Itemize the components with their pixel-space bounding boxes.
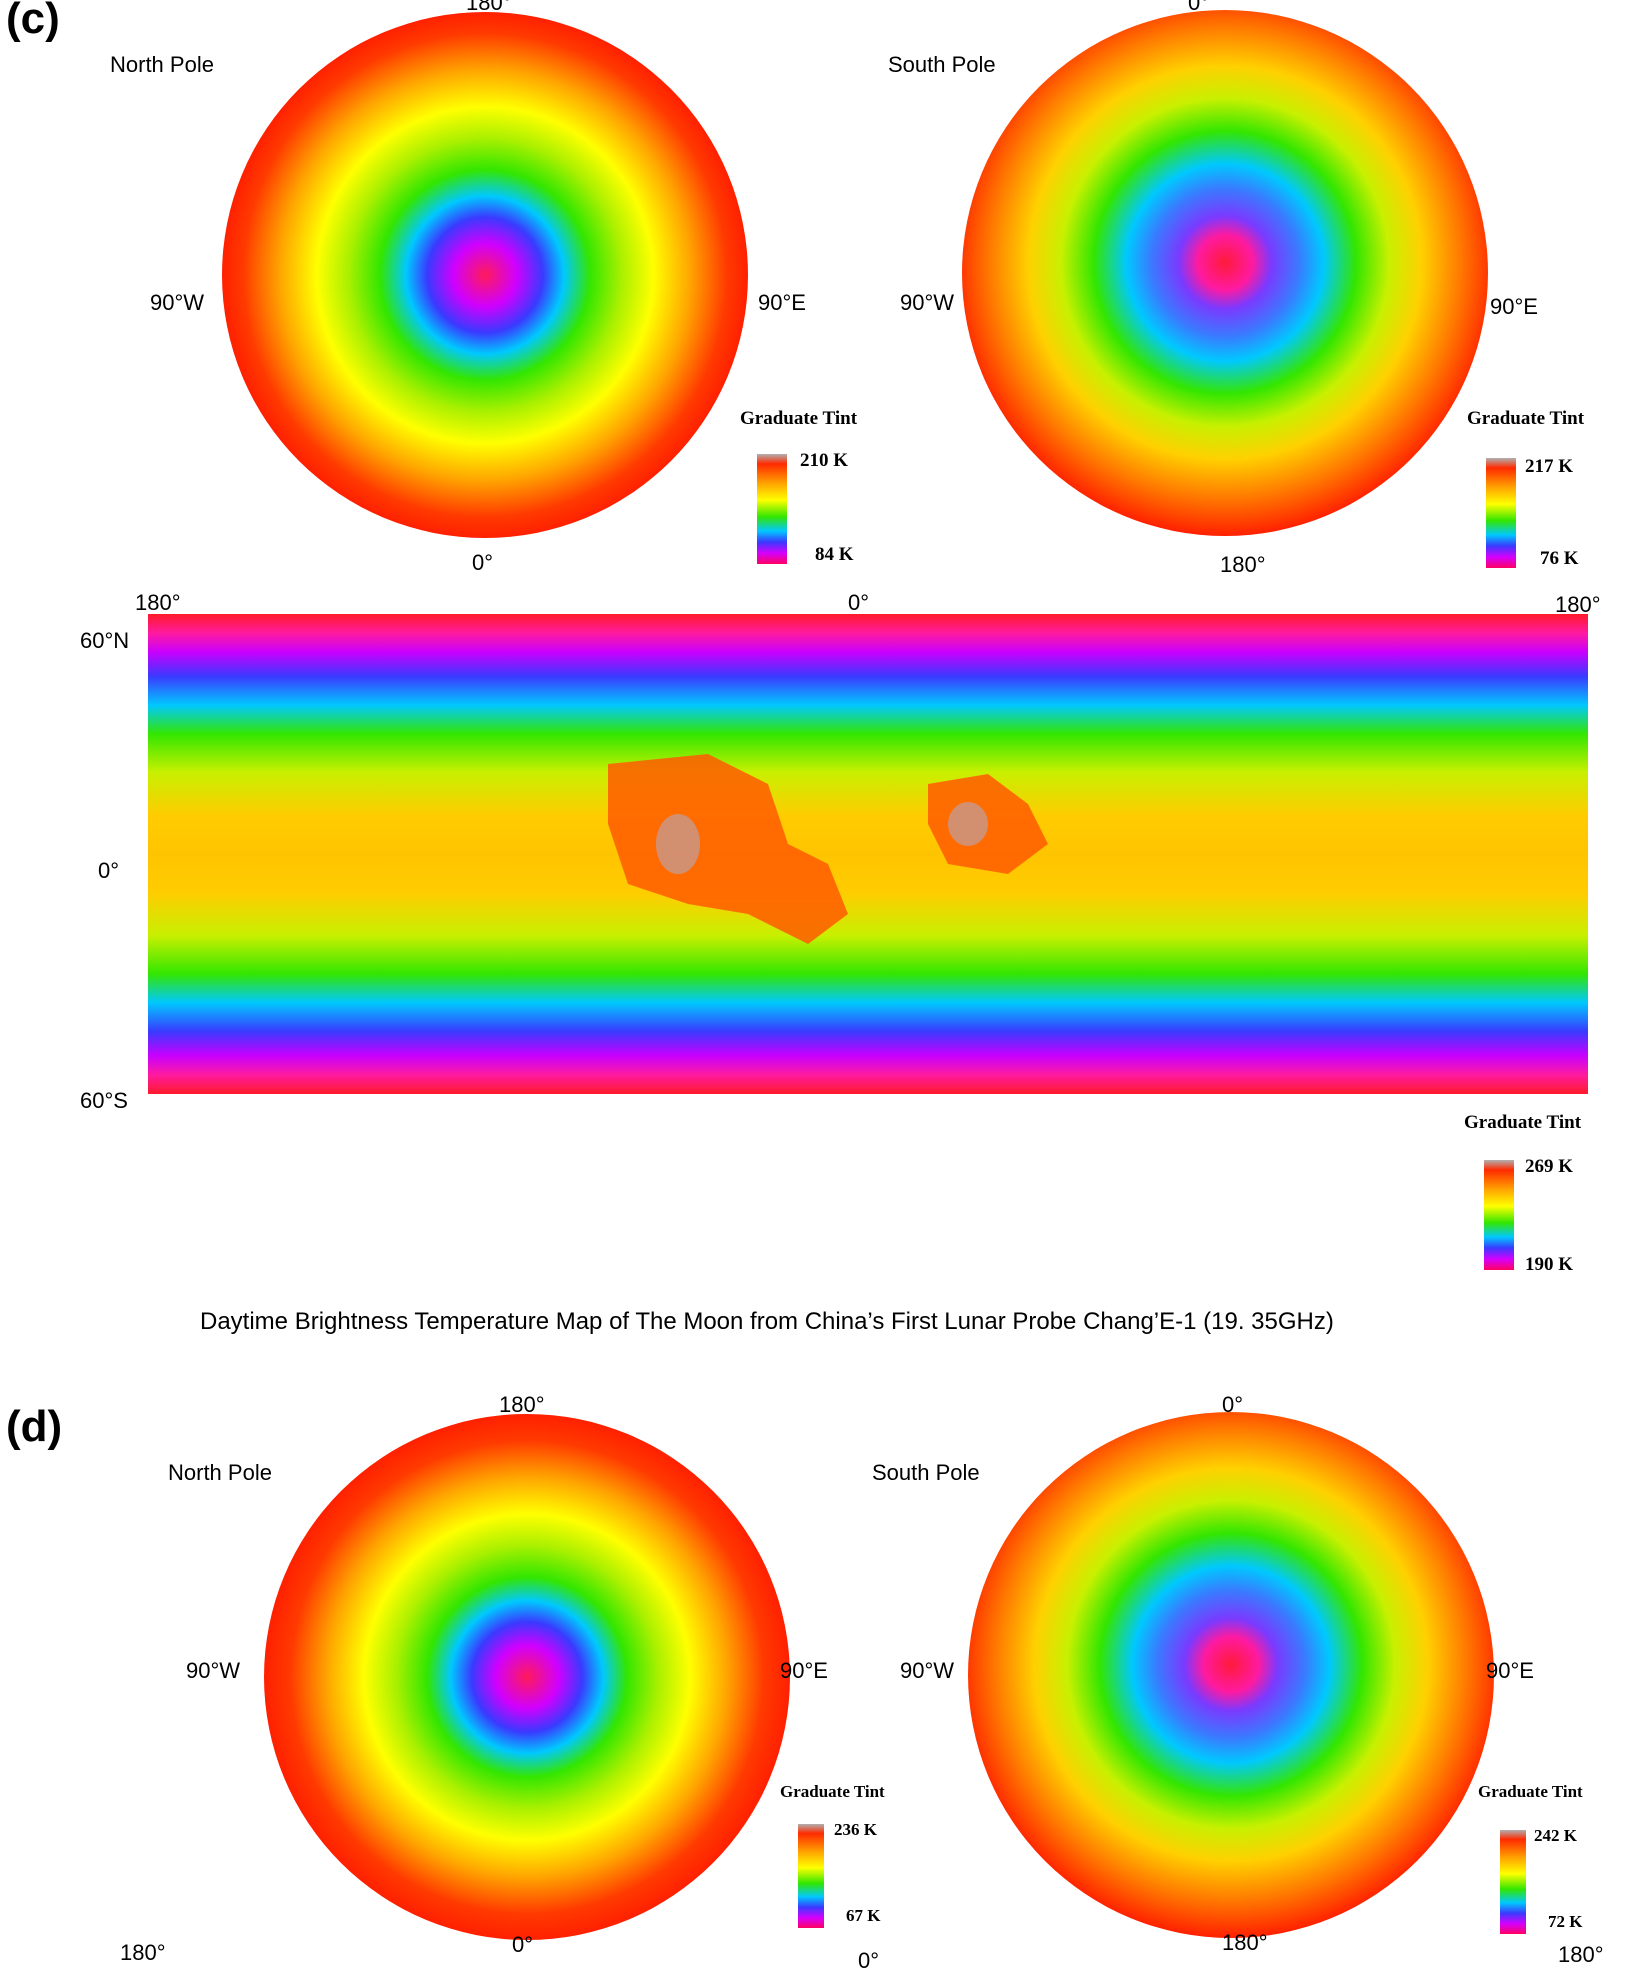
panel-d-label: (d) — [6, 1402, 63, 1451]
c-south-legend-title: Graduate Tint — [1467, 408, 1585, 429]
d-north-legend-title: Graduate Tint — [780, 1782, 885, 1801]
c-south-pole-title: South Pole — [888, 52, 996, 77]
d-cyl-lon-center: 0° — [858, 1948, 880, 1973]
d-north-legend-max: 236 K — [834, 1820, 877, 1839]
c-cyl-lat-bottom: 60°S — [80, 1088, 128, 1113]
c-north-pole-title: North Pole — [110, 52, 214, 77]
d-north-legend-min: 67 K — [846, 1906, 881, 1925]
c-south-bottom-label: 180° — [1220, 552, 1266, 577]
c-south-legend-min: 76 K — [1540, 548, 1579, 569]
c-cyl-legend-min: 190 K — [1525, 1254, 1574, 1275]
d-south-pole-title: South Pole — [872, 1460, 980, 1485]
d-south-left-label: 90°W — [900, 1658, 955, 1683]
c-north-bottom-label: 0° — [472, 550, 494, 575]
d-north-legend-bar — [798, 1824, 824, 1928]
c-cyl-legend-title: Graduate Tint — [1464, 1112, 1582, 1133]
d-south-legend-bar — [1500, 1830, 1526, 1934]
c-north-legend-bar — [757, 454, 787, 564]
c-north-left-label: 90°W — [150, 290, 205, 315]
c-cylindrical-map — [148, 614, 1588, 1094]
c-north-right-label: 90°E — [758, 290, 806, 315]
d-north-top-label: 180° — [499, 1392, 545, 1417]
c-cyl-maria-west — [608, 754, 848, 944]
c-south-pole-map — [962, 10, 1488, 536]
c-north-legend-min: 84 K — [815, 544, 854, 565]
d-south-legend-min: 72 K — [1548, 1912, 1583, 1931]
d-north-bottom-label: 0° — [512, 1932, 534, 1957]
c-cyl-lon-left: 180° — [135, 590, 181, 615]
c-cyl-lon-right: 180° — [1555, 592, 1601, 617]
c-north-legend-title: Graduate Tint — [740, 408, 858, 429]
c-cyl-lon-center: 0° — [848, 590, 870, 615]
d-north-pole-title: North Pole — [168, 1460, 272, 1485]
c-caption: Daytime Brightness Temperature Map of Th… — [200, 1308, 1334, 1335]
d-north-right-label: 90°E — [780, 1658, 828, 1683]
d-south-pole-map — [968, 1412, 1494, 1938]
d-south-legend-max: 242 K — [1534, 1826, 1577, 1845]
c-south-right-label: 90°E — [1490, 294, 1538, 319]
c-cyl-lat-top: 60°N — [80, 628, 130, 653]
c-south-legend-max: 217 K — [1525, 456, 1574, 477]
d-south-right-label: 90°E — [1486, 1658, 1534, 1683]
c-cyl-lat-mid: 0° — [98, 858, 120, 883]
c-north-legend-max: 210 K — [800, 450, 849, 471]
c-north-pole-map — [222, 12, 748, 538]
d-cyl-lon-right: 180° — [1558, 1942, 1604, 1967]
d-north-pole-map — [264, 1414, 790, 1940]
d-south-legend-title: Graduate Tint — [1478, 1782, 1583, 1801]
c-cyl-legend-max: 269 K — [1525, 1156, 1574, 1177]
c-south-legend-bar — [1486, 458, 1516, 568]
d-north-left-label: 90°W — [186, 1658, 241, 1683]
c-north-top-label: 180° — [466, 0, 512, 15]
d-cyl-lon-left: 180° — [120, 1940, 166, 1965]
d-south-top-label: 0° — [1222, 1392, 1244, 1417]
c-south-left-label: 90°W — [900, 290, 955, 315]
panel-c-label: (c) — [6, 0, 60, 43]
c-cyl-legend-bar — [1484, 1160, 1514, 1270]
d-south-bottom-label: 180° — [1222, 1930, 1268, 1955]
